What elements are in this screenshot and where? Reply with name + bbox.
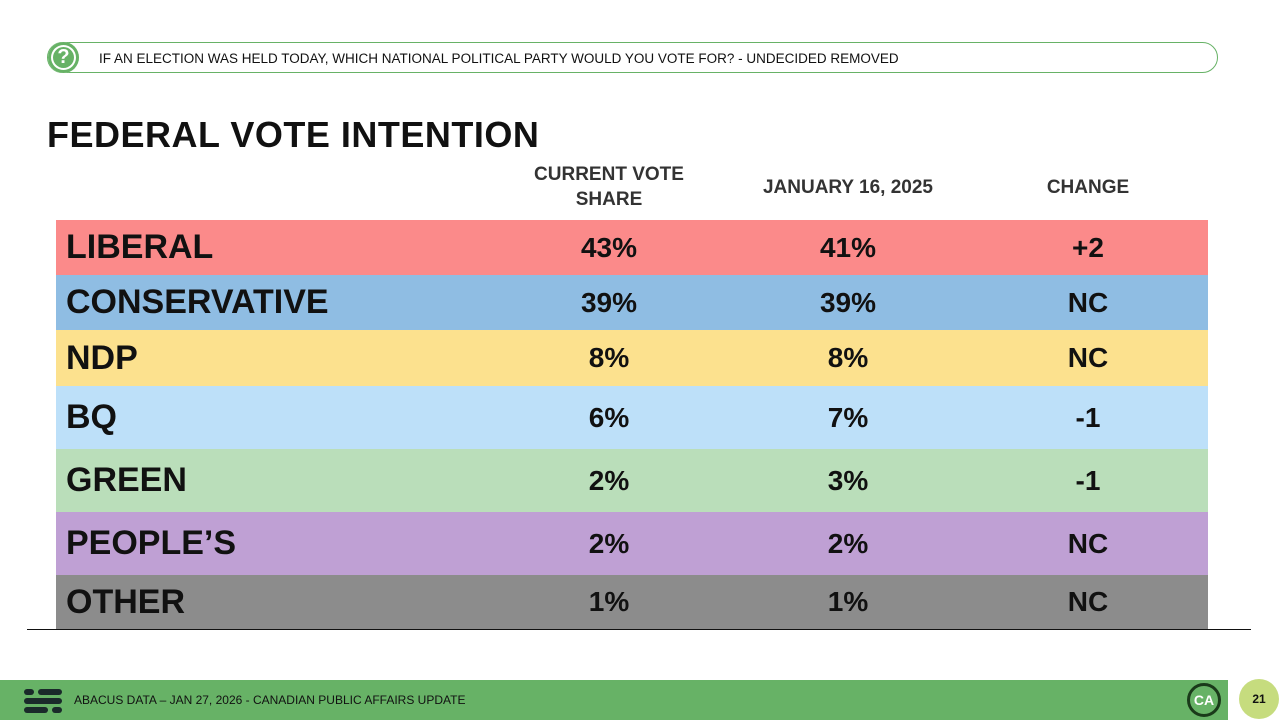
question-text: IF AN ELECTION WAS HELD TODAY, WHICH NAT… <box>99 51 899 66</box>
column-header: CHANGE <box>1046 176 1130 198</box>
table-value: 39% <box>819 286 877 318</box>
table-value: NC <box>1067 586 1109 617</box>
table-row: LIBERAL 43% 41% +2 <box>56 220 1208 275</box>
page-number: 21 <box>1239 679 1279 719</box>
party-label: CONSERVATIVE <box>66 283 329 321</box>
table-value: 41% <box>819 231 877 263</box>
table-value: +2 <box>1072 231 1104 263</box>
column-header: JANUARY 16, 2025 <box>762 176 934 198</box>
table-value: 8% <box>588 342 630 373</box>
table-row: CONSERVATIVE 39% 39% NC <box>56 275 1208 330</box>
table-value: 43% <box>580 231 638 263</box>
table-value: NC <box>1067 286 1109 318</box>
column-header: CURRENT VOTE SHARE <box>534 164 684 210</box>
table-value: 2% <box>588 464 630 496</box>
footer-text: ABACUS DATA – JAN 27, 2026 - CANADIAN PU… <box>74 693 466 707</box>
table-value: 1% <box>588 586 630 617</box>
party-label: GREEN <box>66 461 187 499</box>
party-label: NDP <box>66 338 138 377</box>
table-row: BQ 6% 7% -1 <box>56 386 1208 449</box>
table-value: -1 <box>1075 464 1101 496</box>
party-label: OTHER <box>66 582 185 621</box>
party-label: BQ <box>66 398 117 436</box>
table-row: GREEN 2% 3% -1 <box>56 449 1208 512</box>
table-value: -1 <box>1075 401 1101 433</box>
table-row: PEOPLE’S 2% 2% NC <box>56 512 1208 575</box>
question-bar <box>47 42 1218 73</box>
table-value: 2% <box>827 527 869 559</box>
footer-logo: CA <box>1187 683 1221 717</box>
table-value: 2% <box>588 527 630 559</box>
table-value: 1% <box>827 586 869 617</box>
party-label: LIBERAL <box>66 228 214 266</box>
question-icon: ? <box>48 42 79 73</box>
footer-logo-mark <box>24 689 62 713</box>
slide-title: FEDERAL VOTE INTENTION <box>47 114 540 155</box>
table-value: 39% <box>580 286 638 318</box>
table-value: 7% <box>827 401 869 433</box>
table-value: 8% <box>827 342 869 373</box>
table-value: 3% <box>827 464 869 496</box>
party-label: PEOPLE’S <box>66 524 237 562</box>
table-value: NC <box>1067 527 1109 559</box>
table-value: 6% <box>588 401 630 433</box>
table-row: NDP 8% 8% NC <box>56 330 1208 386</box>
table-rule <box>27 629 1251 630</box>
table-row: OTHER 1% 1% NC <box>56 575 1208 629</box>
footer-bar <box>0 680 1228 720</box>
table-value: NC <box>1067 342 1109 373</box>
